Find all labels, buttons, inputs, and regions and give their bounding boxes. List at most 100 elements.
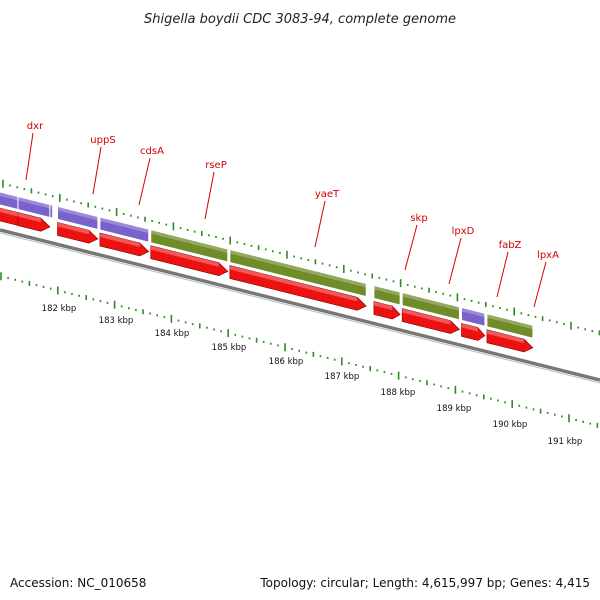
inner-tick	[284, 343, 286, 352]
inner-tick	[21, 280, 24, 283]
gene-bar-fabZ	[460, 306, 486, 327]
cds-arrow-highlight	[57, 222, 89, 235]
outer-tick	[66, 198, 68, 201]
gene-bar-highlight	[229, 249, 367, 288]
gene-bar-lpxD	[401, 291, 460, 321]
inner-tick	[397, 371, 400, 380]
inner-tick	[483, 394, 485, 400]
inner-tick	[199, 323, 201, 329]
gene-bar-highlight	[57, 206, 98, 221]
outer-tick	[300, 257, 302, 260]
inner-tick	[348, 362, 350, 365]
accession-label: Accession: NC_010658	[10, 576, 147, 590]
gene-label-cdsA: cdsA	[140, 146, 164, 157]
outer-tick	[449, 294, 452, 297]
cds-arrow-skp	[373, 301, 401, 320]
cds-arrow-highlight	[373, 301, 393, 311]
outer-tick	[101, 207, 104, 210]
cds-arrow-lpxA	[486, 329, 534, 353]
leader-line-lpxA	[533, 261, 547, 308]
cds-arrow-highlight	[150, 245, 219, 267]
inner-tick	[497, 399, 499, 402]
cds-arrow-uppS	[57, 221, 99, 244]
cds-arrow-highlight	[229, 265, 358, 302]
leader-line-cdsA	[138, 157, 151, 206]
gene-bar-highlight	[99, 216, 149, 234]
outer-tick	[179, 227, 182, 230]
leader-line-yaeT	[314, 200, 326, 248]
outer-tick	[442, 292, 444, 295]
inner-tick	[504, 401, 506, 404]
outer-tick	[122, 212, 125, 215]
gene-label-uppS: uppS	[90, 135, 115, 146]
inner-tick	[184, 321, 187, 324]
inner-tick	[412, 378, 414, 381]
cds-arrow-highlight	[461, 323, 478, 332]
outer-tick	[428, 287, 430, 293]
gene-bar-uppS	[57, 205, 99, 231]
inner-tick	[369, 366, 371, 372]
outer-tick	[314, 259, 317, 265]
inner-tick	[319, 355, 322, 358]
inner-tick	[163, 316, 166, 319]
inner-tick	[113, 300, 116, 309]
outer-tick	[94, 205, 97, 208]
gene-bar-track	[0, 191, 534, 339]
outer-tick	[598, 330, 600, 336]
inner-tick	[383, 371, 386, 374]
gene-label-lpxD: lpxD	[452, 226, 475, 237]
inner-tick	[426, 380, 428, 386]
cds-arrow-dxr	[17, 212, 51, 232]
cds-arrow-highlight	[402, 308, 451, 325]
outer-tick	[286, 250, 288, 259]
inner-tick	[277, 344, 279, 347]
outer-tick	[534, 315, 537, 318]
inner-tick	[532, 408, 535, 411]
inner-tick	[191, 323, 194, 326]
kbp-label: 191 kbp	[548, 437, 583, 447]
outer-tick	[130, 214, 132, 217]
gene-bar-yaeT	[229, 248, 367, 298]
outer-tick	[193, 230, 196, 233]
inner-tick	[106, 301, 109, 304]
inner-tick	[539, 408, 542, 414]
inner-tick	[447, 387, 450, 390]
outer-tick	[151, 220, 153, 223]
outer-tick	[527, 314, 530, 317]
cds-arrow-track	[0, 207, 534, 353]
inner-tick	[575, 419, 577, 422]
inner-tick	[270, 342, 272, 345]
inner-tick	[135, 308, 137, 311]
outer-tick	[73, 200, 75, 203]
outer-tick	[548, 319, 551, 322]
leader-line-dxr	[25, 132, 34, 181]
inner-tick	[92, 298, 95, 301]
inner-tick	[213, 328, 215, 331]
outer-tick	[335, 266, 338, 269]
outer-tick	[499, 307, 501, 309]
inner-tick	[177, 319, 180, 322]
outer-tick	[16, 186, 18, 189]
gene-bar-dxr	[17, 195, 51, 219]
kbp-label: 187 kbp	[325, 372, 360, 382]
outer-tick	[385, 278, 388, 281]
cds-arrow-lpxD	[401, 308, 460, 334]
outer-tick	[87, 202, 89, 208]
outer-tick	[172, 222, 175, 231]
leader-line-lpxD	[448, 237, 462, 285]
inner-tick	[454, 385, 457, 394]
outer-tick	[272, 250, 274, 253]
inner-tick	[35, 284, 38, 287]
cds-arrow-yaeT	[229, 265, 367, 311]
outer-tick	[51, 195, 54, 198]
inner-tick	[511, 400, 513, 409]
inner-tick	[156, 314, 158, 317]
inner-tick	[120, 305, 123, 308]
inner-tick	[142, 309, 144, 315]
outer-tick	[307, 259, 310, 262]
outer-tick	[2, 179, 4, 188]
outer-tick	[158, 221, 160, 224]
gene-bar-rseP	[150, 229, 229, 263]
outer-tick-ring	[2, 179, 600, 336]
cds-arrow-fabZ	[461, 322, 486, 341]
